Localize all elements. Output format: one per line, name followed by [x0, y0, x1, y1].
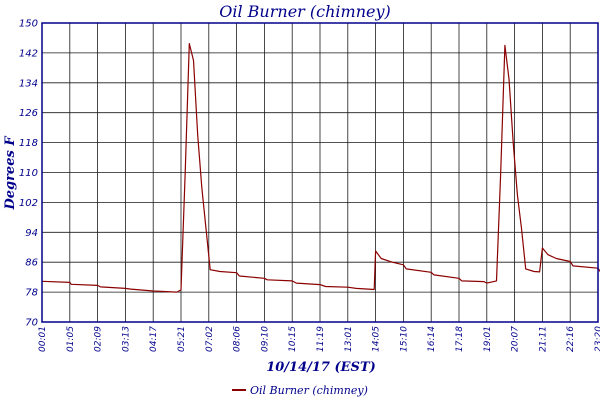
y-tick-label: 142 [19, 48, 38, 59]
x-tick-label: 00:01 [38, 326, 48, 352]
x-axis-ticks: 00:01 01:05 02:09 03:13 04:17 05:21 07:02 08:06… [38, 326, 600, 352]
x-tick-label: 02:09 [94, 326, 104, 352]
y-tick-label: 126 [19, 108, 38, 119]
series-line [41, 43, 600, 293]
x-tick-label: 05:21 [177, 326, 187, 352]
chart-title: Oil Burner (chimney) [219, 2, 391, 21]
y-tick-label: 102 [19, 198, 38, 209]
plot-border [41, 22, 599, 323]
y-tick-label: 134 [19, 78, 38, 89]
x-tick-label: 14:05 [372, 326, 382, 352]
x-tick-label: 16:14 [427, 326, 437, 352]
x-tick-label: 23:20 [594, 326, 600, 352]
y-axis-label: Degrees F [3, 136, 18, 211]
x-tick-label: 08:06 [233, 326, 243, 352]
y-tick-label: 150 [19, 19, 38, 30]
y-tick-label: 70 [25, 318, 38, 329]
series-layer [41, 43, 600, 293]
x-tick-label: 03:13 [121, 326, 131, 352]
x-tick-label: 11:19 [316, 326, 326, 352]
x-tick-label: 19:01 [483, 326, 493, 352]
x-tick-label: 09:10 [260, 326, 270, 352]
x-tick-label: 10:15 [288, 326, 298, 352]
x-tick-label: 07:02 [205, 326, 215, 352]
x-tick-label: 22:16 [566, 326, 576, 352]
x-tick-label: 01:05 [66, 326, 76, 352]
y-tick-label: 86 [25, 258, 38, 269]
y-axis-ticks: 70 78 86 94 102 110 118 126 134 142 150 [19, 19, 38, 329]
legend-label: Oil Burner (chimney) [250, 384, 368, 397]
x-tick-label: 04:17 [149, 326, 159, 352]
x-axis-label: 10/14/17 (EST) [266, 360, 376, 375]
x-tick-label: 13:01 [344, 326, 354, 352]
x-tick-label: 17:18 [455, 326, 465, 352]
grid [41, 22, 599, 323]
legend: Oil Burner (chimney) [232, 384, 368, 397]
y-tick-label: 118 [19, 138, 38, 149]
x-tick-label: 21:11 [538, 326, 548, 352]
y-tick-label: 94 [25, 228, 38, 239]
y-tick-label: 78 [25, 288, 38, 299]
y-tick-label: 110 [19, 168, 38, 179]
x-tick-label: 20:07 [511, 326, 521, 352]
x-tick-label: 15:10 [399, 326, 409, 352]
